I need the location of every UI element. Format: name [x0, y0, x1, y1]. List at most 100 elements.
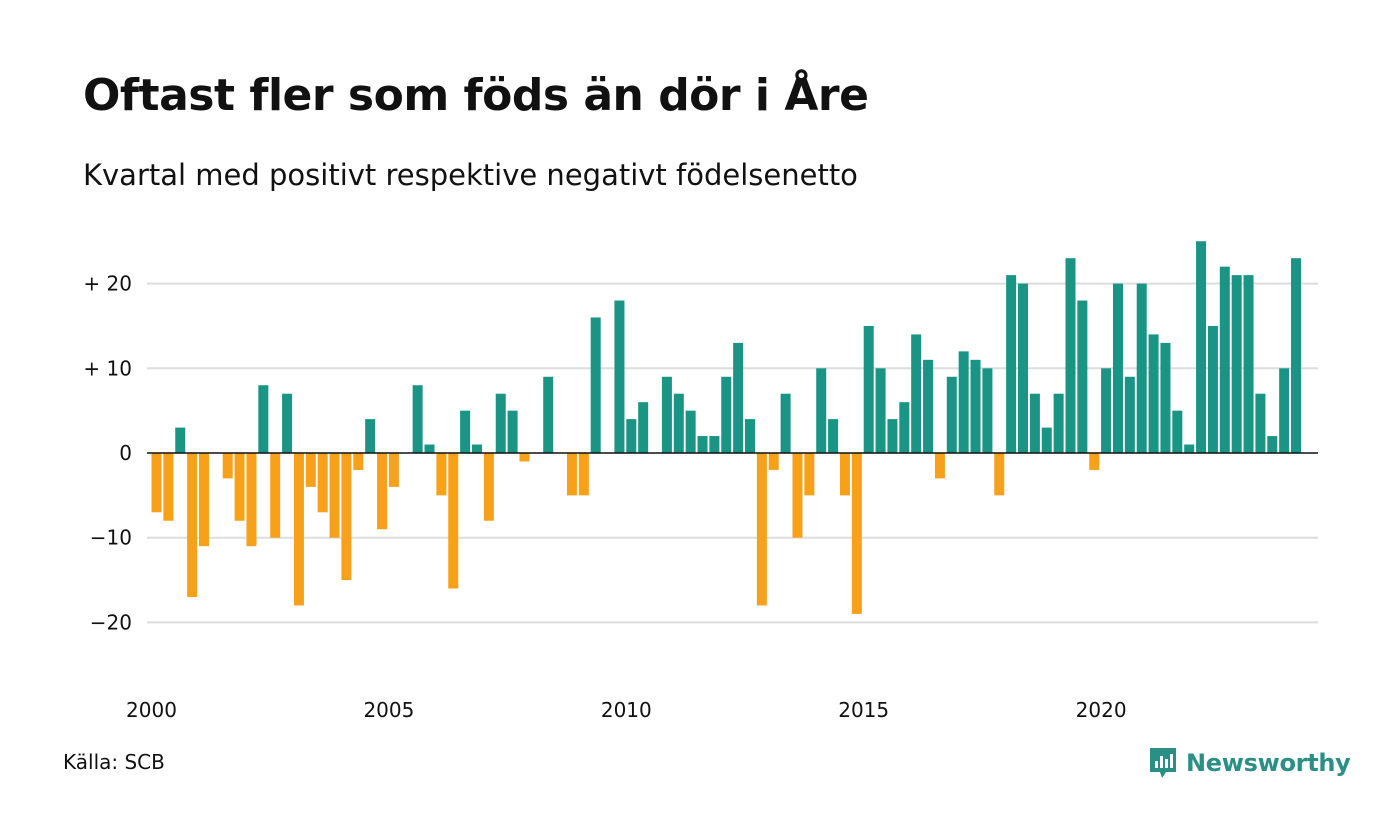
bar-2007-k4 — [519, 453, 530, 462]
bar-2020-k1 — [1101, 368, 1112, 453]
y-axis-ticks: + 20 + 10 0 −10 −20 — [83, 272, 132, 635]
bar-2000-k4 — [187, 453, 198, 597]
bar-2018-k3 — [1029, 393, 1040, 453]
bar-2020-k4 — [1136, 283, 1147, 453]
bar-2002-k3 — [270, 453, 281, 538]
bar-2008-k2 — [543, 376, 554, 453]
bar-2021-k3 — [1172, 410, 1183, 453]
bar-2012-k3 — [745, 419, 755, 453]
bar-2014-k3 — [839, 453, 850, 496]
chart-subtitle: Kvartal med positivt respektive negativt… — [83, 158, 858, 192]
bar-2003-k4 — [329, 453, 340, 538]
bar-2017-k3 — [982, 368, 993, 453]
bar-2013-k2 — [780, 393, 791, 453]
x-tick-label: 2020 — [1076, 698, 1127, 722]
bar-2001-k3 — [222, 453, 233, 479]
bar-2021-k4 — [1184, 444, 1195, 453]
bar-2022-k2 — [1207, 325, 1218, 453]
bar-2011-k2 — [685, 410, 696, 453]
bar-2009-k1 — [578, 453, 589, 496]
chart-title: Oftast fler som föds än dör i Åre — [83, 70, 869, 121]
y-tick-label: −20 — [90, 610, 132, 634]
bar-2015-k2 — [875, 368, 886, 453]
bar-2006-k2 — [448, 453, 459, 589]
bar-2012-k4 — [756, 453, 767, 606]
bar-2000-k1 — [151, 453, 162, 513]
bar-2022-k4 — [1231, 275, 1242, 453]
bar-2024-k1 — [1291, 258, 1302, 453]
bar-2005-k3 — [412, 385, 423, 453]
bar-2017-k4 — [994, 453, 1005, 496]
bar-2011-k1 — [673, 393, 684, 453]
bar-2008-k4 — [566, 453, 577, 496]
bar-2003-k2 — [305, 453, 316, 487]
bar-2004-k1 — [341, 453, 352, 581]
bar-2000-k2 — [163, 453, 174, 521]
bar-2013-k3 — [792, 453, 803, 538]
bar-2010-k1 — [626, 419, 637, 453]
bar-2002-k2 — [258, 385, 269, 453]
bar-2007-k2 — [495, 393, 506, 453]
bar-2014-k2 — [828, 419, 839, 453]
bar-2023-k4 — [1279, 368, 1290, 453]
newsworthy-logo-icon — [1150, 748, 1176, 778]
bar-2009-k4 — [614, 300, 625, 453]
x-tick-label: 2015 — [838, 698, 889, 722]
bar-2019-k4 — [1089, 453, 1100, 470]
bar-2020-k3 — [1124, 376, 1135, 453]
bars — [151, 241, 1302, 614]
x-axis-ticks: 2000 2005 2010 2015 2020 — [126, 698, 1127, 722]
bar-2021-k2 — [1160, 342, 1171, 453]
bar-2006-k4 — [471, 444, 482, 453]
bar-2016-k1 — [911, 334, 922, 453]
bar-2013-k4 — [804, 453, 815, 496]
bar-2020-k2 — [1112, 283, 1123, 453]
bar-2012-k1 — [721, 376, 732, 453]
bar-2006-k3 — [460, 410, 471, 453]
bar-2015-k3 — [887, 419, 898, 453]
bar-2012-k2 — [733, 342, 744, 453]
bar-2021-k1 — [1148, 334, 1159, 453]
bar-2006-k1 — [436, 453, 447, 496]
bar-2002-k1 — [246, 453, 257, 547]
bar-2003-k1 — [293, 453, 304, 606]
bar-2000-k3 — [175, 427, 186, 453]
bar-2016-k4 — [946, 376, 957, 453]
bar-2023-k2 — [1255, 393, 1266, 453]
bar-2005-k4 — [424, 444, 435, 453]
bar-2014-k4 — [851, 453, 862, 614]
bar-2023-k3 — [1267, 436, 1278, 453]
bar-2011-k3 — [697, 436, 708, 453]
bar-2017-k1 — [958, 351, 969, 453]
bar-2013-k1 — [768, 453, 779, 470]
y-tick-label: + 20 — [83, 272, 132, 296]
bar-2019-k1 — [1053, 393, 1064, 453]
bar-2007-k3 — [507, 410, 518, 453]
bar-2004-k3 — [365, 419, 376, 453]
bar-2015-k4 — [899, 402, 910, 453]
bar-2016-k2 — [923, 359, 934, 453]
bar-2016-k3 — [934, 453, 945, 479]
bar-2001-k4 — [234, 453, 245, 521]
bar-2010-k4 — [661, 376, 672, 453]
bar-2005-k1 — [388, 453, 399, 487]
bar-2023-k1 — [1243, 275, 1254, 453]
bar-2003-k3 — [317, 453, 328, 513]
bar-2015-k1 — [863, 325, 874, 453]
bar-2022-k3 — [1219, 266, 1230, 453]
y-tick-label: + 10 — [83, 356, 132, 380]
brand-name: Newsworthy — [1186, 749, 1351, 777]
bar-2004-k4 — [377, 453, 388, 530]
bar-2019-k3 — [1077, 300, 1088, 453]
bar-2009-k2 — [590, 317, 601, 453]
bar-2004-k2 — [353, 453, 364, 470]
bar-2018-k4 — [1041, 427, 1052, 453]
bar-2011-k4 — [709, 436, 720, 453]
x-tick-label: 2010 — [601, 698, 652, 722]
bar-2007-k1 — [483, 453, 494, 521]
bar-2017-k2 — [970, 359, 981, 453]
bar-2010-k2 — [638, 402, 649, 453]
brand-logo: Newsworthy — [1148, 745, 1351, 781]
y-tick-label: −10 — [90, 526, 132, 550]
